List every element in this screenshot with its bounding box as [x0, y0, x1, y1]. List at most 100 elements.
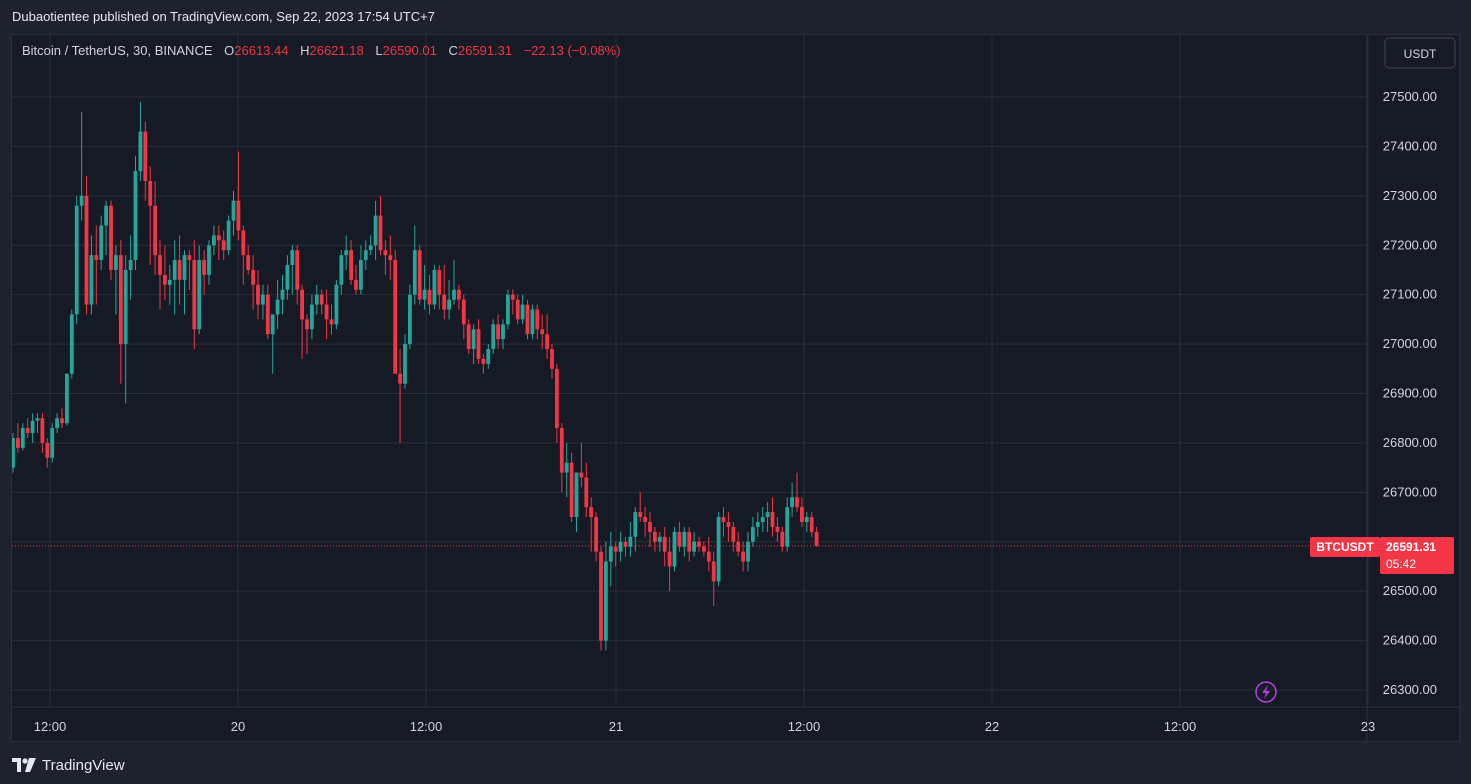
candle-body — [746, 541, 750, 562]
candle-body — [114, 255, 118, 270]
candle-body — [623, 541, 628, 547]
candlestick-chart[interactable]: 12:00 20 12:00 21 12:00 22 12:00 23 26300.00 264… — [12, 35, 1459, 741]
candle-body — [118, 255, 123, 345]
candle-body — [667, 551, 672, 567]
candle-body — [363, 250, 368, 261]
candle-body — [35, 418, 40, 421]
candle-body — [506, 294, 510, 325]
time-tick-label: 12:00 — [788, 719, 821, 734]
currency-button[interactable]: USDT — [1384, 37, 1456, 69]
candle-body — [398, 373, 402, 384]
candle-body — [692, 541, 696, 552]
candle-body — [241, 230, 246, 256]
candle-body — [236, 200, 241, 231]
candle-body — [265, 294, 270, 335]
candle-body — [677, 531, 682, 547]
candle-body — [564, 462, 569, 473]
candle-body — [741, 551, 745, 562]
candle-body — [163, 274, 167, 285]
candle-body — [535, 309, 540, 330]
candle-body — [711, 561, 716, 582]
candle-body — [613, 546, 618, 552]
candle-body — [16, 437, 20, 448]
candle-body — [618, 541, 623, 552]
candle-body — [515, 299, 520, 320]
candle-body — [579, 472, 584, 478]
candle-body — [706, 551, 711, 562]
candle-body — [574, 472, 579, 518]
candle-body — [187, 255, 192, 261]
candle-body — [530, 309, 535, 335]
candle-body — [344, 250, 349, 256]
price-tick-label: 27200.00 — [1383, 237, 1437, 252]
candle-body — [775, 526, 780, 532]
candle-body — [314, 294, 319, 305]
tradingview-logo[interactable]: TradingView — [12, 757, 125, 774]
price-tick-label: 27400.00 — [1383, 138, 1437, 153]
time-tick-label: 20 — [231, 719, 245, 734]
price-tick-label: 26900.00 — [1383, 386, 1437, 401]
candle-body — [755, 521, 760, 527]
candle-body — [476, 329, 481, 359]
candle-body — [408, 294, 412, 345]
price-axis[interactable]: 26300.0026400.0026500.0026600.0026700.00… — [1383, 89, 1437, 697]
time-tick-label: 12:00 — [410, 719, 443, 734]
candle-body — [334, 284, 339, 325]
candles — [12, 101, 819, 651]
candle-body — [731, 526, 736, 542]
candle-body — [643, 517, 647, 522]
candle-body — [751, 526, 755, 542]
candle-body — [177, 260, 182, 280]
candle-body — [329, 319, 334, 325]
time-tick-label: 21 — [609, 719, 623, 734]
candle-body — [388, 255, 393, 261]
candle-body — [457, 289, 461, 300]
candle-body — [525, 304, 530, 335]
candle-body — [466, 324, 471, 350]
price-tick-label: 26700.00 — [1383, 484, 1437, 499]
candle-body — [143, 131, 148, 182]
candle-body — [393, 260, 398, 374]
price-tick-label: 27000.00 — [1383, 336, 1437, 351]
candle-body — [662, 536, 667, 552]
candle-body — [300, 289, 304, 320]
candle-body — [373, 215, 378, 246]
candle-body — [30, 420, 35, 434]
chart-pane[interactable]: 12:00 20 12:00 21 12:00 22 12:00 23 26300.00 264… — [11, 34, 1460, 742]
legend-low: 26590.01 — [383, 43, 437, 58]
candle-body — [368, 245, 373, 251]
candle-body — [246, 255, 251, 270]
candle-body — [65, 373, 69, 424]
candle-body — [89, 255, 94, 305]
candle-body — [403, 344, 407, 384]
candle-body — [584, 477, 589, 508]
published-by-line: Dubaotientee published on TradingView.co… — [12, 9, 435, 24]
candle-body — [12, 437, 15, 468]
candle-body — [672, 531, 677, 567]
candle-body — [378, 215, 383, 251]
candle-body — [520, 304, 525, 320]
lightning-icon[interactable] — [1255, 681, 1277, 703]
candle-body — [123, 269, 128, 345]
candle-body — [324, 304, 329, 320]
candle-body — [697, 541, 701, 547]
candle-body — [104, 205, 108, 226]
price-tag-countdown: 05:42 — [1386, 557, 1416, 571]
candle-body — [608, 546, 613, 562]
candle-body — [559, 428, 564, 473]
candle-body — [481, 358, 486, 364]
candle-body — [461, 299, 466, 325]
currency-label: USDT — [1404, 47, 1437, 61]
candle-body — [721, 517, 726, 522]
candle-body — [814, 531, 819, 547]
time-axis[interactable]: 12:00 20 12:00 21 12:00 22 12:00 23 — [34, 719, 1376, 734]
candle-body — [422, 289, 427, 300]
candle-body — [599, 551, 603, 641]
price-tick-label: 26800.00 — [1383, 435, 1437, 450]
candle-body — [491, 324, 496, 350]
candle-body — [295, 250, 300, 290]
time-tick-label: 12:00 — [34, 719, 67, 734]
candle-body — [349, 250, 353, 280]
candle-body — [594, 517, 598, 552]
candle-body — [275, 299, 280, 315]
